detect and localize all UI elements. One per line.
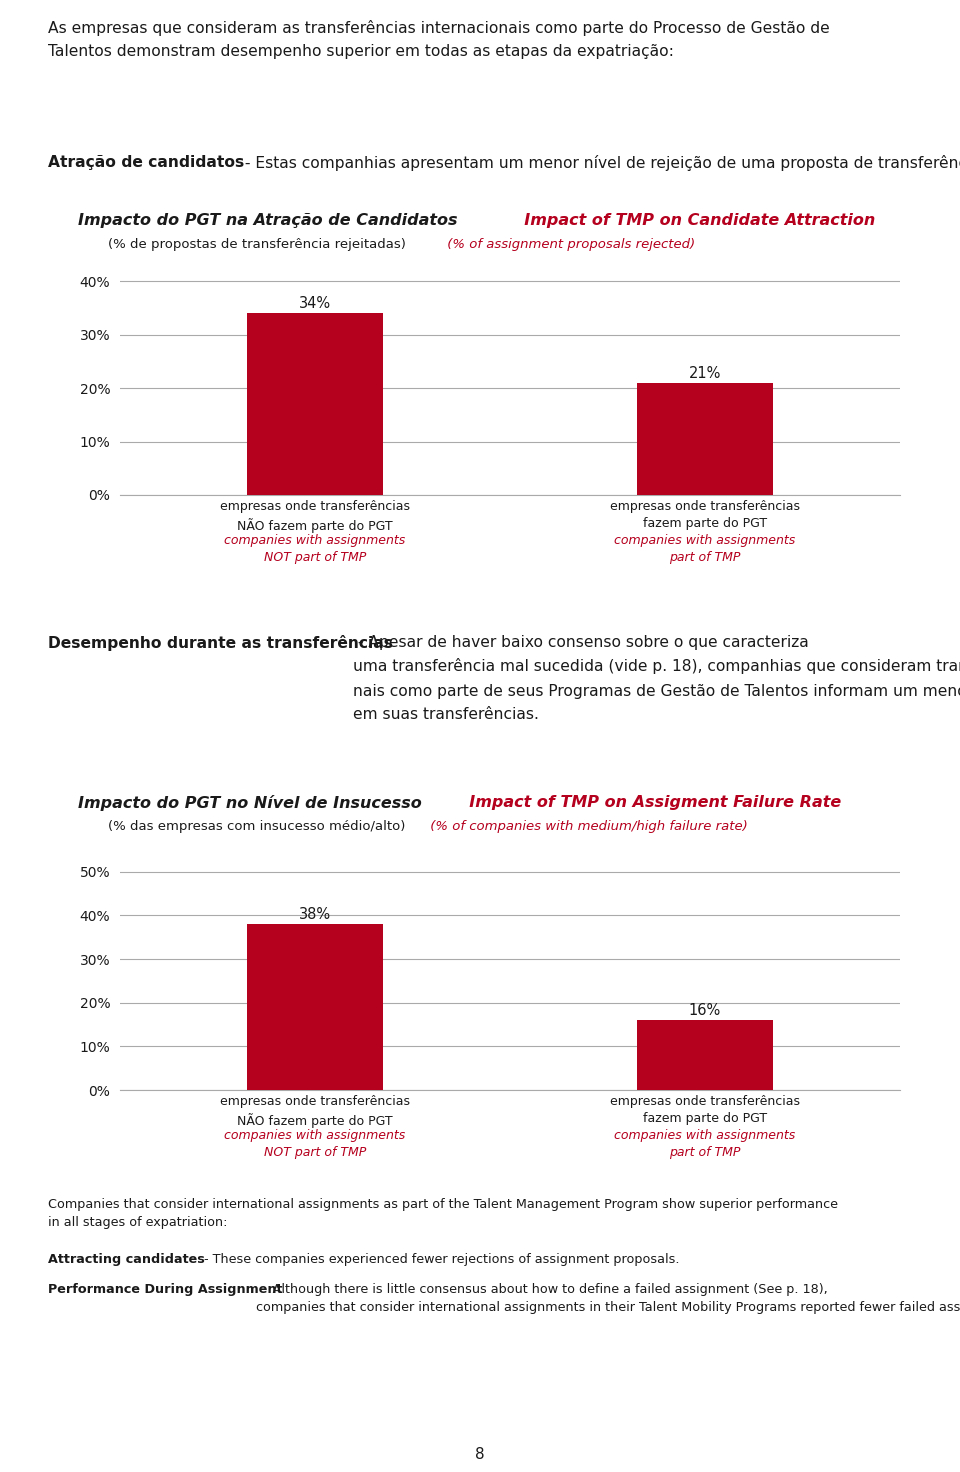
Text: Impacto do PGT na Atração de Candidatos: Impacto do PGT na Atração de Candidatos xyxy=(78,213,458,228)
Text: 21%: 21% xyxy=(689,365,721,381)
Bar xyxy=(636,1020,773,1089)
Text: Desempenho durante as transferências: Desempenho durante as transferências xyxy=(48,634,393,651)
Bar xyxy=(636,383,773,495)
Text: -  Although there is little consensus about how to define a failed assignment (S: - Although there is little consensus abo… xyxy=(256,1284,960,1314)
Text: empresas onde transferências
NÃO fazem parte do PGT: empresas onde transferências NÃO fazem p… xyxy=(220,1095,410,1128)
Text: As empresas que consideram as transferências internacionais como parte do Proces: As empresas que consideram as transferên… xyxy=(48,21,829,59)
Text: 16%: 16% xyxy=(689,1002,721,1019)
Text: - These companies experienced fewer rejections of assignment proposals.: - These companies experienced fewer reje… xyxy=(200,1253,680,1266)
Text: Companies that consider international assignments as part of the Talent Manageme: Companies that consider international as… xyxy=(48,1198,838,1229)
Text: companies with assignments
part of TMP: companies with assignments part of TMP xyxy=(614,1129,796,1158)
Text: Impact of TMP on Candidate Attraction: Impact of TMP on Candidate Attraction xyxy=(513,213,876,228)
Text: companies with assignments
part of TMP: companies with assignments part of TMP xyxy=(614,534,796,564)
Text: Atração de candidatos: Atração de candidatos xyxy=(48,155,244,169)
Text: (% of assignment proposals rejected): (% of assignment proposals rejected) xyxy=(443,238,695,252)
Text: 38%: 38% xyxy=(299,907,331,921)
Text: (% of companies with medium/high failure rate): (% of companies with medium/high failure… xyxy=(426,820,748,833)
Text: empresas onde transferências
NÃO fazem parte do PGT: empresas onde transferências NÃO fazem p… xyxy=(220,500,410,533)
Text: companies with assignments
NOT part of TMP: companies with assignments NOT part of T… xyxy=(225,534,406,564)
Text: - Estas companhias apresentam um menor nível de rejeição de uma proposta de tran: - Estas companhias apresentam um menor n… xyxy=(240,155,960,171)
Text: 8: 8 xyxy=(475,1447,485,1462)
Text: Impact of TMP on Assigment Failure Rate: Impact of TMP on Assigment Failure Rate xyxy=(458,795,841,810)
Text: (% de propostas de transferência rejeitadas): (% de propostas de transferência rejeita… xyxy=(108,238,410,252)
Text: 34%: 34% xyxy=(299,296,331,311)
Text: Attracting candidates: Attracting candidates xyxy=(48,1253,204,1266)
Text: empresas onde transferências
fazem parte do PGT: empresas onde transferências fazem parte… xyxy=(610,1095,800,1125)
Text: Performance During Assignment: Performance During Assignment xyxy=(48,1284,282,1295)
Text: companies with assignments
NOT part of TMP: companies with assignments NOT part of T… xyxy=(225,1129,406,1158)
Text: (% das empresas com insucesso médio/alto): (% das empresas com insucesso médio/alto… xyxy=(108,820,410,833)
Text: empresas onde transferências
fazem parte do PGT: empresas onde transferências fazem parte… xyxy=(610,500,800,530)
Text: - Apesar de haver baixo consenso sobre o que caracteriza
uma transferência mal s: - Apesar de haver baixo consenso sobre o… xyxy=(353,634,960,721)
Bar xyxy=(247,314,383,495)
Bar xyxy=(247,924,383,1089)
Text: Atração de candidatos - Estas companhias apresentam um menor nível de rejeição d: Atração de candidatos - Estas companhias… xyxy=(48,155,960,171)
Text: Impacto do PGT no Nível de Insucesso: Impacto do PGT no Nível de Insucesso xyxy=(78,795,421,811)
